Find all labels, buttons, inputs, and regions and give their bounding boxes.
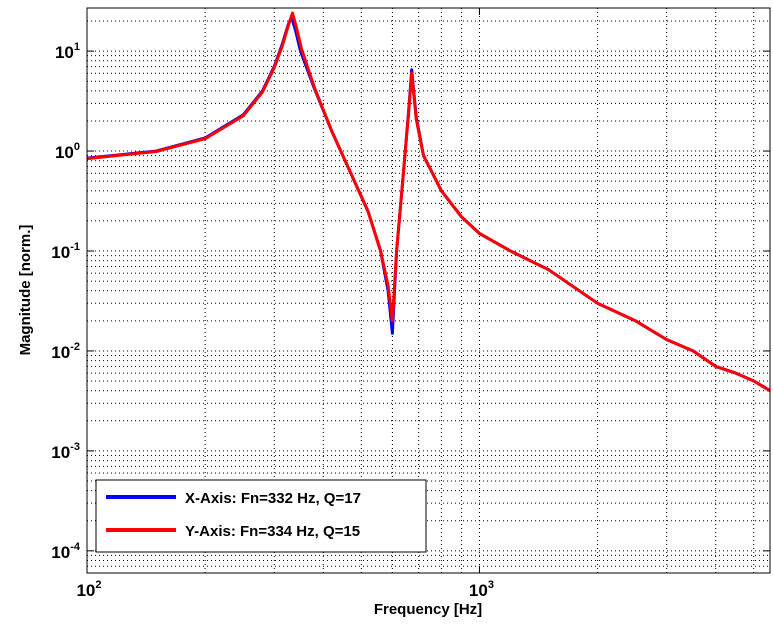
y-tick-label: 101: [55, 41, 80, 62]
plot-area: [87, 8, 770, 573]
y-tick-label: 10-1: [51, 241, 80, 262]
legend-box: [95, 479, 427, 553]
y-tick-label: 10-2: [51, 341, 80, 362]
axis-ticks: 102 103 101 100 10-1 10-2 10-3 10-4: [51, 8, 770, 600]
x-tick-label: 103: [469, 579, 494, 600]
x-tick-label: 102: [76, 579, 101, 600]
y-axis-label: Magnitude [norm.]: [17, 225, 34, 356]
legend-label-y-axis: Y-Axis: Fn=334 Hz, Q=15: [185, 523, 360, 540]
legend-label-x-axis: X-Axis: Fn=332 Hz, Q=17: [185, 490, 361, 507]
plot-frame: [86, 7, 771, 574]
data-series: [86, 11, 771, 392]
y-tick-label: 10-4: [51, 541, 81, 562]
series-line-y-axis: [86, 11, 771, 392]
y-tick-label: 100: [55, 141, 80, 162]
legend: X-Axis: Fn=332 Hz, Q=17 Y-Axis: Fn=334 H…: [95, 479, 427, 553]
x-axis-label: Frequency [Hz]: [374, 601, 482, 618]
y-tick-label: 10-3: [51, 441, 80, 462]
